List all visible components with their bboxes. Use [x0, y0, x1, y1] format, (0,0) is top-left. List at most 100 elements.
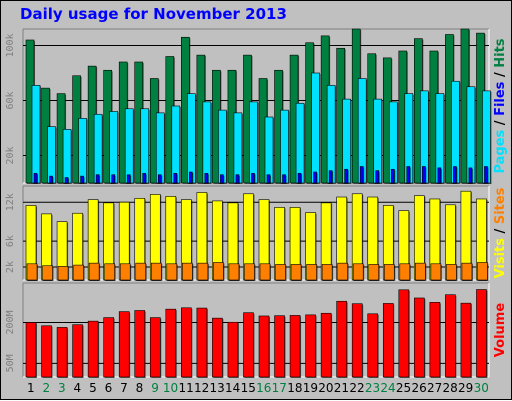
volume-bar — [445, 294, 456, 378]
pages-bar — [109, 111, 118, 184]
files-bar — [95, 174, 100, 184]
y-tick-label: 100k — [5, 33, 16, 57]
day-label: 17 — [272, 381, 287, 395]
sites-bar — [306, 264, 317, 281]
day-label: 3 — [58, 381, 66, 395]
files-bar — [344, 168, 348, 184]
pages-bar — [264, 116, 274, 184]
files-bar — [375, 170, 380, 184]
sites-bar — [88, 262, 100, 281]
volume-bar — [429, 302, 441, 378]
files-bar — [484, 166, 488, 184]
day-label: 18 — [287, 381, 302, 395]
side-legend-part: / — [493, 224, 508, 238]
sites-bar — [150, 262, 162, 281]
files-bar — [359, 166, 364, 184]
sites-bar — [213, 262, 224, 281]
day-label: 21 — [334, 381, 349, 395]
day-label: 7 — [120, 381, 128, 395]
pages-bar — [202, 101, 212, 184]
day-label: 19 — [303, 381, 318, 395]
volume-bar — [196, 307, 208, 378]
day-label: 24 — [380, 381, 395, 395]
sites-bar — [337, 262, 348, 281]
files-bar — [251, 173, 255, 184]
day-label: 8 — [136, 381, 144, 395]
files-bar — [33, 173, 38, 184]
files-bar — [390, 168, 395, 184]
sites-bar — [104, 263, 115, 281]
files-bar — [453, 166, 457, 184]
files-bar — [142, 173, 147, 184]
files-bar — [266, 174, 271, 184]
pages-bar — [249, 101, 258, 184]
pages-bar — [62, 129, 72, 184]
sites-bar — [352, 263, 364, 281]
pages-bar — [280, 109, 289, 184]
volume-bar — [320, 312, 332, 378]
pages-bar — [233, 112, 243, 184]
pages-bar — [47, 126, 56, 184]
sites-bar — [259, 263, 271, 281]
day-label: 1 — [27, 381, 35, 395]
sites-bar — [446, 264, 457, 281]
sites-bar — [182, 262, 193, 281]
volume-bar — [134, 310, 146, 378]
files-bar — [468, 167, 473, 184]
day-label: 29 — [458, 381, 473, 395]
day-label: 4 — [74, 381, 82, 395]
files-bar — [235, 174, 240, 184]
day-label: 5 — [89, 381, 97, 395]
volume-bar — [258, 315, 270, 378]
day-label: 22 — [349, 381, 364, 395]
volume-bar — [305, 314, 316, 378]
sites-bar — [197, 262, 209, 281]
files-bar — [80, 175, 84, 184]
files-bar — [64, 177, 69, 184]
side-legend-part: Volume — [493, 303, 508, 358]
pages-bar — [171, 105, 181, 184]
sites-bar — [290, 264, 302, 281]
side-legend: Pages / Files / Hits — [493, 38, 508, 173]
side-legend: Volume — [493, 303, 508, 358]
files-bar — [297, 173, 302, 184]
volume-bar — [289, 315, 301, 378]
volume-bar — [336, 300, 347, 378]
volume-bar — [414, 297, 425, 378]
volume-bar — [398, 289, 410, 378]
side-legend-part: Sites — [493, 187, 508, 224]
sites-bar — [477, 262, 488, 281]
day-label: 16 — [256, 381, 271, 395]
day-label: 27 — [427, 381, 442, 395]
side-legend-part: Hits — [493, 38, 508, 68]
day-label: 11 — [178, 381, 193, 395]
day-label: 9 — [151, 381, 159, 395]
sites-bar — [430, 263, 442, 281]
y-tick-label: 50M — [5, 354, 16, 372]
sites-bar — [57, 266, 69, 281]
files-bar — [220, 174, 224, 184]
sites-bar — [42, 265, 53, 281]
volume-bar — [212, 317, 223, 378]
day-label: 10 — [163, 381, 178, 395]
sites-bar — [383, 264, 395, 281]
day-label: 6 — [105, 381, 113, 395]
volume-bar — [382, 303, 394, 378]
day-label: 2 — [42, 381, 50, 395]
pages-bar — [295, 102, 305, 184]
pages-bar — [78, 118, 87, 184]
pages-bar — [187, 93, 196, 184]
pages-bar — [140, 108, 150, 184]
day-label: 20 — [318, 381, 333, 395]
sites-bar — [119, 263, 131, 281]
files-bar — [422, 166, 426, 184]
sites-bar — [321, 264, 333, 281]
day-label: 30 — [474, 381, 489, 395]
y-tick-label: 20k — [5, 146, 16, 164]
sites-bar — [244, 263, 255, 281]
volume-bar — [72, 324, 83, 378]
files-bar — [173, 173, 178, 184]
files-bar — [189, 171, 193, 184]
sites-bar — [461, 262, 473, 281]
sites-bar — [166, 263, 178, 281]
